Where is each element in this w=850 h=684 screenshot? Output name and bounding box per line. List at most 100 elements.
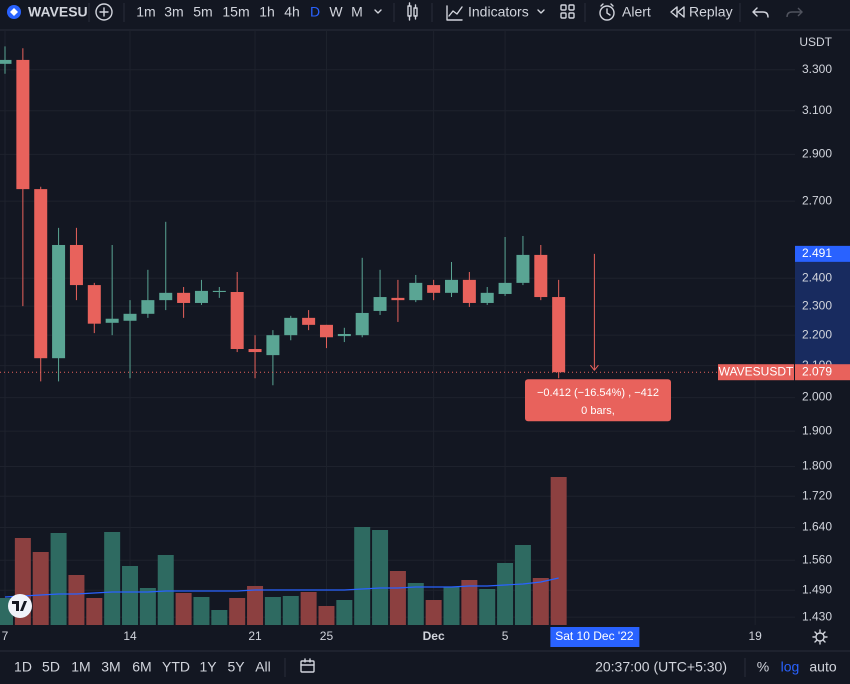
y-tick-label: 3.100	[802, 103, 832, 117]
interval-button[interactable]: 1m	[136, 4, 155, 20]
axis-settings[interactable]	[812, 629, 828, 645]
y-tick-label: 1.640	[802, 520, 832, 534]
replay-button[interactable]: Replay	[689, 4, 733, 20]
alert-icon[interactable]	[599, 5, 615, 21]
volume-bar	[264, 597, 281, 625]
measure-tooltip	[525, 379, 671, 422]
redo-button[interactable]	[786, 7, 803, 18]
measure-arrow-head	[589, 364, 599, 372]
volume-bar	[407, 583, 424, 625]
layout-button[interactable]	[560, 4, 575, 19]
replay-icon[interactable]	[670, 6, 685, 18]
auto-toggle[interactable]: auto	[809, 659, 836, 675]
gear-teeth	[812, 629, 828, 645]
x-tick-label: 14	[123, 629, 137, 643]
range-button[interactable]: 1Y	[199, 659, 217, 675]
symbol-price-label: WAVESUSDT	[719, 364, 794, 378]
candle-body	[498, 282, 512, 294]
symbol-name[interactable]: WAVESU	[28, 4, 88, 20]
tv-logo-circle	[8, 594, 32, 618]
x-tick-label: 7	[2, 629, 9, 643]
volume-bar	[550, 477, 567, 625]
candle-body	[373, 297, 387, 311]
interval-button[interactable]: 5m	[193, 4, 212, 20]
volume-bar	[157, 555, 174, 625]
currency-label[interactable]: USDT	[799, 35, 832, 49]
candle-body	[355, 312, 369, 336]
indicators-dropdown[interactable]	[537, 9, 545, 14]
layout-cell	[568, 12, 575, 19]
range-button[interactable]: 1M	[71, 659, 90, 675]
y-tick-label: 2.300	[802, 298, 832, 312]
range-button[interactable]: 1D	[14, 659, 32, 675]
candle-body	[52, 244, 66, 359]
x-tick-label: Dec	[423, 629, 445, 643]
clock[interactable]: 20:37:00 (UTC+5:30)	[595, 659, 727, 675]
interval-button[interactable]: 15m	[222, 4, 249, 20]
volume-bar	[372, 530, 389, 625]
interval-button[interactable]: D	[310, 4, 320, 20]
range-button[interactable]: 5Y	[227, 659, 245, 675]
interval-button[interactable]: 4h	[284, 4, 300, 20]
undo-button[interactable]	[752, 7, 769, 18]
calendar-icon	[300, 660, 315, 673]
indicators-icon[interactable]	[446, 5, 463, 21]
crosshair-date-box	[550, 627, 640, 647]
candle-body	[516, 254, 530, 283]
range-button[interactable]: 3M	[101, 659, 120, 675]
candle-body	[159, 292, 173, 301]
measure-range	[795, 253, 850, 373]
alert-button[interactable]: Alert	[622, 4, 651, 20]
date-range-button[interactable]	[300, 658, 315, 673]
crosshair-price-box	[795, 245, 850, 262]
y-tick-label: 1.430	[802, 609, 832, 623]
tv-logo-mark	[12, 601, 27, 611]
candle-body	[123, 313, 137, 321]
y-tick-label: 1.720	[802, 488, 832, 502]
y-tick-label: 1.560	[802, 552, 832, 566]
candles	[0, 46, 566, 386]
alert-icon-hands	[600, 3, 614, 16]
candle-body	[16, 59, 30, 190]
range-button[interactable]: 5D	[42, 659, 60, 675]
volume-bar	[425, 600, 442, 625]
volume-bar	[104, 532, 121, 625]
candle-body	[337, 333, 351, 337]
candle-body	[248, 349, 262, 353]
range-button[interactable]: YTD	[162, 659, 190, 675]
log-toggle[interactable]: log	[781, 659, 800, 675]
interval-button[interactable]: W	[329, 4, 343, 20]
candle-body	[69, 244, 83, 286]
volume-bar	[461, 580, 478, 625]
candle-body	[141, 300, 155, 314]
interval-dropdown[interactable]	[374, 9, 382, 14]
volume-bar	[336, 600, 353, 625]
layout-cell	[560, 12, 567, 19]
y-tick-label: 2.900	[802, 147, 832, 161]
price-axis: 3.3003.1002.9002.7002.4002.3002.2002.100…	[795, 62, 850, 623]
volume-ma-line	[4, 577, 559, 598]
interval-button[interactable]: M	[351, 4, 363, 20]
percent-toggle[interactable]: %	[757, 659, 769, 675]
volume-bar	[122, 566, 139, 625]
x-tick-label: 21	[248, 629, 262, 643]
range-button[interactable]: 6M	[132, 659, 151, 675]
interval-group: 1m 3m 5m 15m 1h 4h D W M	[136, 4, 363, 20]
candle-body	[302, 317, 316, 325]
range-button[interactable]: All	[255, 659, 271, 675]
x-tick-label: 25	[320, 629, 334, 643]
indicators-button[interactable]: Indicators	[468, 4, 529, 20]
candle-body	[409, 282, 423, 301]
x-tick-label: 5	[502, 629, 509, 643]
interval-button[interactable]: 1h	[259, 4, 275, 20]
volume-bar	[32, 552, 49, 625]
candle-body	[87, 285, 101, 324]
volume-pane	[0, 477, 567, 625]
measure-bars: 0 bars,	[581, 405, 615, 417]
chart-type-button[interactable]	[407, 2, 418, 21]
interval-button[interactable]: 3m	[164, 4, 183, 20]
candle-body	[177, 292, 191, 303]
calendar-lines	[300, 658, 315, 666]
compare-button[interactable]	[95, 3, 113, 21]
tv-logo	[8, 594, 32, 618]
